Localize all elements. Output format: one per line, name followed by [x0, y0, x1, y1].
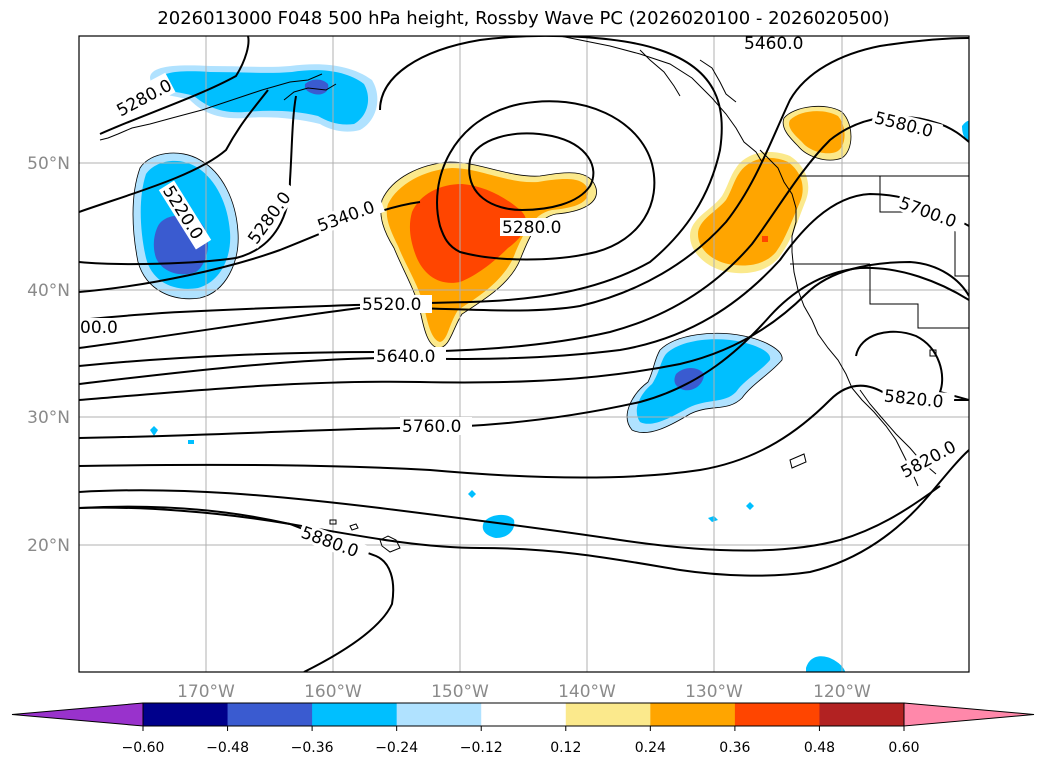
negative-anomaly-dot-1	[150, 426, 158, 436]
colorbar-extend-low	[11, 702, 144, 727]
negative-anomaly-south	[806, 656, 846, 672]
colorbar-segment	[734, 703, 820, 726]
colorbar-segment	[565, 703, 651, 726]
lat-label: 50°N	[27, 154, 70, 174]
contour-5220	[79, 95, 297, 266]
colorbar-segment	[650, 703, 736, 726]
positive-anomaly-central-strong	[409, 184, 527, 283]
colorbar-segment	[312, 703, 398, 726]
lon-label: 130°W	[685, 682, 743, 702]
lon-label: 150°W	[431, 682, 489, 702]
negative-anomaly-aleutian-dark	[304, 79, 329, 95]
colorbar-frame	[142, 702, 905, 727]
positive-anomaly-north-core	[789, 111, 845, 154]
contour-5760	[79, 266, 969, 439]
contour-label: 5520.0	[362, 295, 421, 315]
colorbar-segment	[227, 703, 313, 726]
negative-anomaly-hawaii	[482, 514, 515, 538]
lon-label: 170°W	[177, 682, 235, 702]
colorbar-tick-label: 0.24	[635, 740, 666, 756]
contour-label: 5460.0	[744, 34, 803, 54]
latitude-labels: 50°N 40°N 30°N 20°N	[27, 154, 70, 556]
colorbar-segment	[143, 703, 229, 726]
lat-label: 20°N	[27, 536, 70, 556]
colorbar-tick-label: −0.36	[291, 740, 334, 756]
lon-label: 120°W	[813, 682, 871, 702]
colorbar-segment	[396, 703, 482, 726]
colorbar-tick-label: 0.36	[719, 740, 750, 756]
negative-anomaly-dot-4	[708, 516, 718, 522]
contour-5280	[99, 36, 250, 135]
colorbar-tick-label: −0.24	[375, 740, 418, 756]
lat-label: 30°N	[27, 408, 70, 428]
lon-label: 140°W	[558, 682, 616, 702]
positive-anomaly-east-core	[698, 157, 803, 266]
negative-anomaly-edge	[962, 120, 969, 142]
negative-anomaly-dot-3	[468, 490, 476, 498]
colorbar-tick-label: 0.48	[804, 740, 835, 756]
colorbar-tick-label: −0.12	[460, 740, 503, 756]
lat-label: 40°N	[27, 281, 70, 301]
contour-label: 00.0	[80, 318, 118, 338]
colorbar-tick-label: 0.12	[550, 740, 581, 756]
contour-label: 5280.0	[502, 218, 561, 238]
map-title: 2026013000 F048 500 hPa height, Rossby W…	[157, 8, 890, 29]
colorbar-extend-high	[903, 702, 1035, 727]
negative-anomaly-dot-5	[746, 502, 754, 510]
contour-low-inner	[468, 132, 595, 212]
contour-5640	[79, 192, 969, 385]
colorbar-tick-label: −0.48	[206, 740, 249, 756]
negative-anomaly-southeast-core	[636, 339, 771, 424]
contour-low-ring-2	[436, 100, 656, 261]
colorbar-tick-label: −0.60	[122, 740, 165, 756]
colorbar-segment	[481, 703, 567, 726]
negative-anomaly-dot-2	[188, 440, 194, 444]
negative-anomaly-southeast-dark	[674, 368, 704, 391]
contour-label: 5640.0	[376, 347, 435, 367]
contour-5520	[79, 37, 969, 349]
colorbar: −0.60 −0.48 −0.36 −0.24 −0.12 0.12 0.24 0.36 0.4…	[11, 702, 1035, 756]
contour-5700	[79, 260, 969, 401]
lon-label: 160°W	[304, 682, 362, 702]
map-frame	[78, 35, 970, 673]
coastlines	[99, 36, 969, 553]
contour-label: 5760.0	[402, 417, 461, 437]
colorbar-tick-label: 0.60	[888, 740, 919, 756]
contour-5280-b	[79, 89, 269, 213]
contour-5820-box	[855, 330, 969, 401]
colorbar-segment	[819, 703, 905, 726]
contour-5880-b	[79, 485, 941, 552]
positive-anomaly-east-dot	[762, 236, 768, 242]
longitude-labels: 170°W 160°W 150°W 140°W 130°W 120°W	[177, 682, 871, 702]
